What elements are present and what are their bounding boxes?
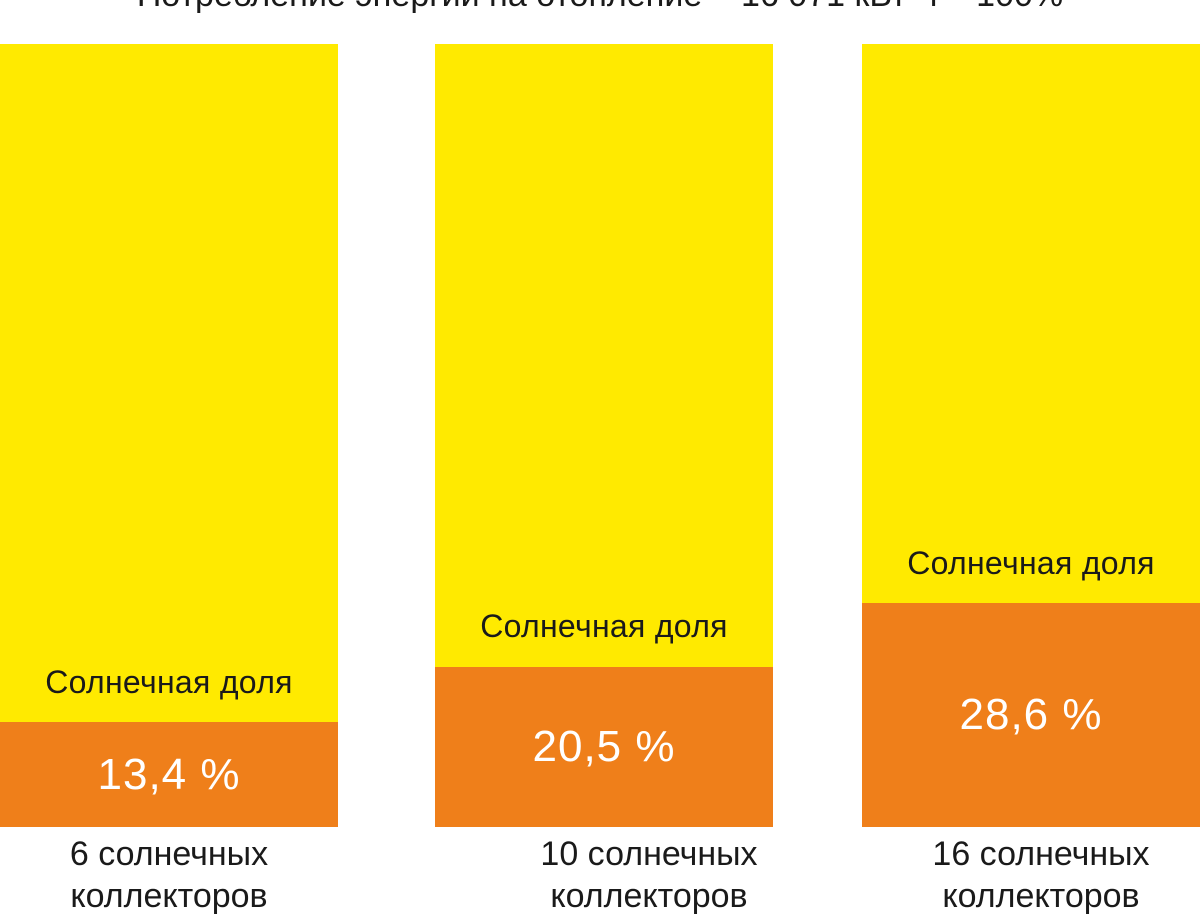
bar-solar-segment <box>435 666 773 827</box>
category-label: 6 солнечных коллекторов <box>0 833 338 917</box>
bar-1: Солнечная доля 13,4 % <box>0 44 338 827</box>
bar-solar-segment <box>0 722 338 827</box>
solar-share-label: Солнечная доля <box>907 545 1155 582</box>
bar-solar-segment <box>862 603 1200 827</box>
category-label-line: коллекторов <box>942 877 1140 915</box>
chart-title: Потребление энергии на отопление = 16 07… <box>0 0 1200 17</box>
data-label: 13,4 % <box>97 749 241 799</box>
data-label: 28,6 % <box>959 690 1103 740</box>
data-label: 20,5 % <box>532 721 676 771</box>
category-label-line: коллекторов <box>550 877 748 915</box>
bar-2: Солнечная доля 20,5 % <box>435 44 773 827</box>
solar-share-label: Солнечная доля <box>45 664 293 701</box>
category-label-line: 16 солнечных <box>932 835 1150 873</box>
category-label-line: коллекторов <box>70 877 268 915</box>
category-label: 16 солнечных коллекторов <box>872 833 1200 917</box>
category-label-line: 10 солнечных <box>540 835 758 873</box>
category-label-line: 6 солнечных <box>69 835 269 873</box>
bar-total-segment <box>0 44 338 827</box>
category-label: 10 солнечных коллекторов <box>480 833 818 917</box>
bar-3: Солнечная доля 28,6 % <box>862 44 1200 827</box>
solar-share-label: Солнечная доля <box>480 608 728 645</box>
